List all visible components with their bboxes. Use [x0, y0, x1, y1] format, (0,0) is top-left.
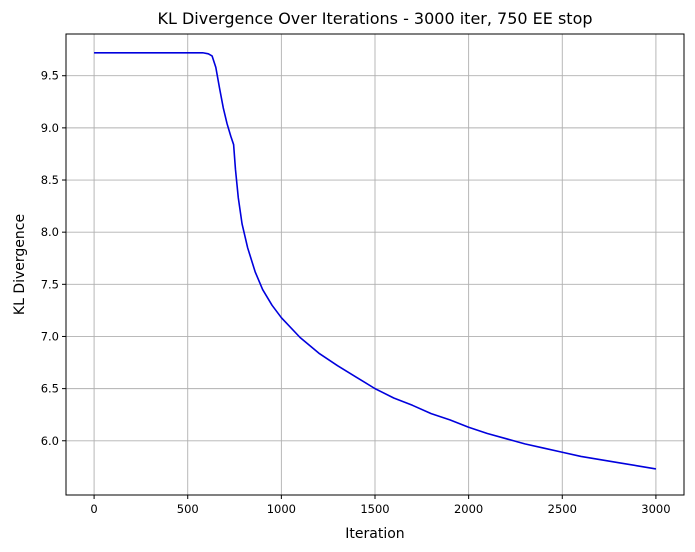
y-tick-label: 7.5	[41, 277, 59, 291]
kl-divergence-line	[94, 51, 657, 470]
x-tick-label: 0	[90, 502, 97, 516]
x-tick-label: 2500	[548, 502, 577, 516]
y-tick-label: 9.5	[41, 69, 59, 83]
y-tick-label: 8.5	[41, 173, 59, 187]
x-tick-label: 2000	[454, 502, 483, 516]
x-tick-label: 1000	[267, 502, 296, 516]
series-layer	[94, 51, 657, 470]
y-tick-label: 9.0	[41, 121, 59, 135]
x-tick-label: 3000	[641, 502, 670, 516]
grid	[66, 34, 684, 495]
x-tick-label: 1500	[360, 502, 389, 516]
x-axis-label: Iteration	[345, 526, 404, 542]
y-tick-label: 7.0	[41, 329, 59, 343]
y-tick-label: 8.0	[41, 225, 59, 239]
chart-title: KL Divergence Over Iterations - 3000 ite…	[157, 9, 592, 28]
y-axis-label: KL Divergence	[12, 214, 28, 315]
x-tick-label: 500	[177, 502, 199, 516]
y-tick-label: 6.0	[41, 434, 59, 448]
y-tick-label: 6.5	[41, 382, 59, 396]
ticks: 0 500 1000 1500 2000 2500 3000 6.0 6.5 7.0 7.5 8.0 8…	[41, 69, 671, 516]
